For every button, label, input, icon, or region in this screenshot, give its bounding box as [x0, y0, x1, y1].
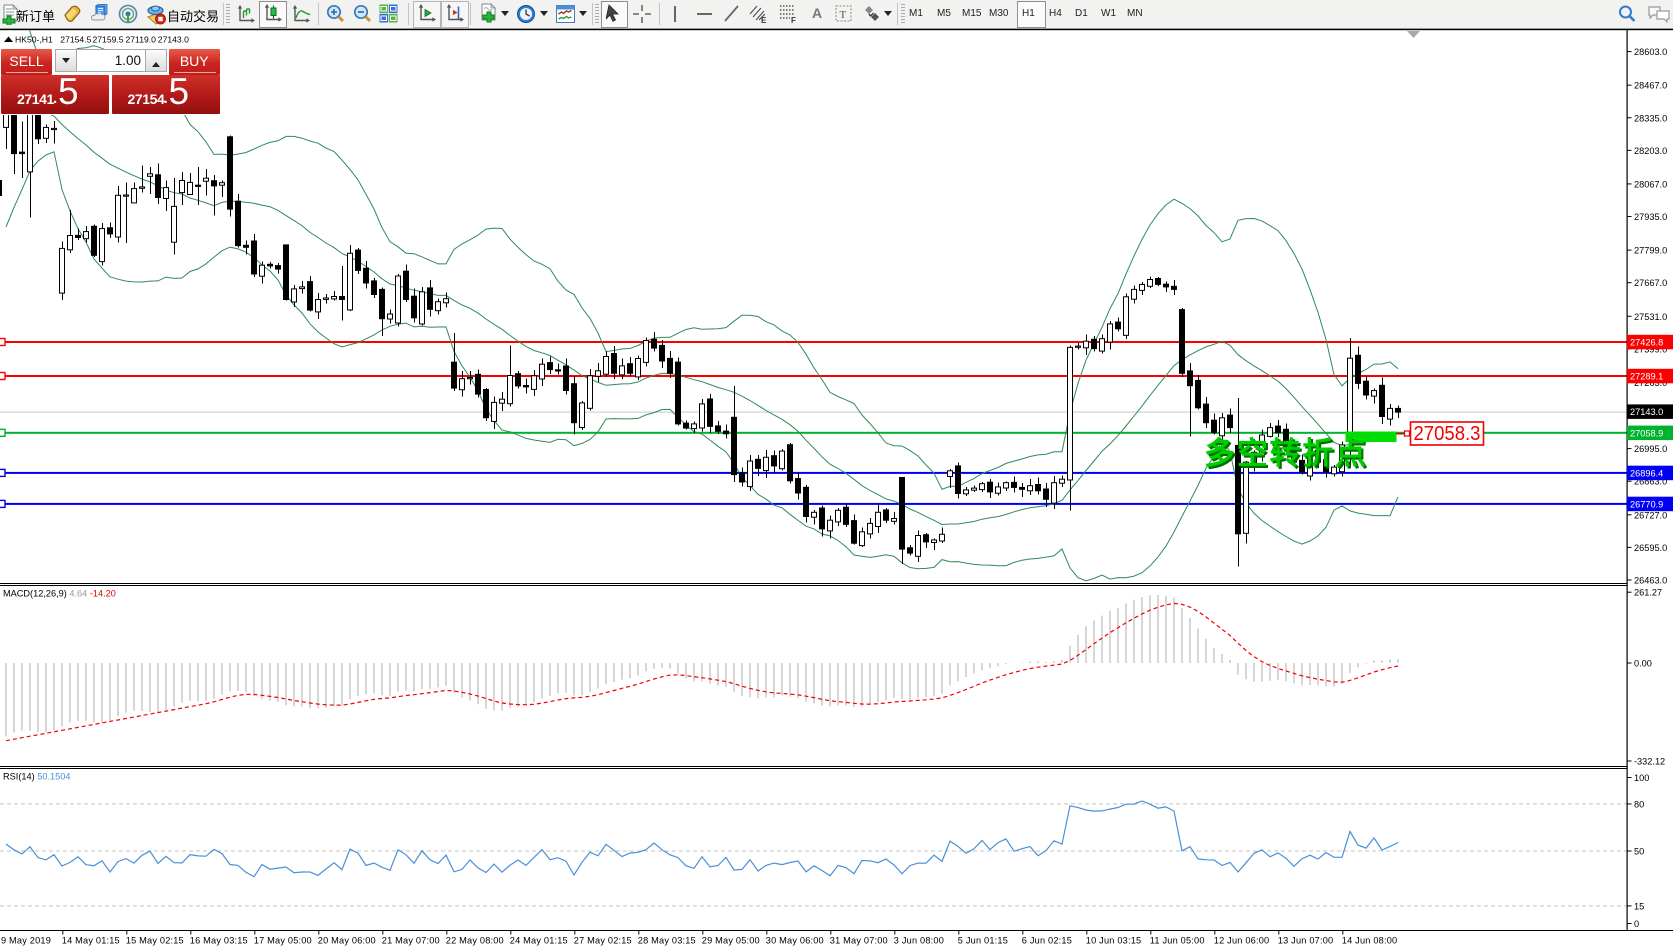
svg-text:28335.0: 28335.0	[1634, 113, 1667, 123]
svg-text:261.27: 261.27	[1634, 588, 1662, 598]
svg-text:100: 100	[1634, 773, 1649, 783]
svg-text:27399.0: 27399.0	[1634, 344, 1667, 354]
svg-text:28603.0: 28603.0	[1634, 47, 1667, 57]
svg-text:29 May 05:00: 29 May 05:00	[702, 936, 760, 946]
svg-text:26595.0: 26595.0	[1634, 543, 1667, 553]
svg-text:10 Jun 03:15: 10 Jun 03:15	[1086, 936, 1142, 946]
svg-text:5 Jun 01:15: 5 Jun 01:15	[958, 936, 1008, 946]
svg-text:28 May 03:15: 28 May 03:15	[638, 936, 696, 946]
svg-text:31 May 07:00: 31 May 07:00	[830, 936, 888, 946]
svg-text:27426.8: 27426.8	[1630, 338, 1663, 348]
svg-text:14 May 01:15: 14 May 01:15	[62, 936, 120, 946]
svg-text:28203.0: 28203.0	[1634, 146, 1667, 156]
svg-text:20 May 06:00: 20 May 06:00	[318, 936, 376, 946]
svg-text:24 May 01:15: 24 May 01:15	[510, 936, 568, 946]
svg-text:15 May 02:15: 15 May 02:15	[126, 936, 184, 946]
svg-text:多空转折点: 多空转折点	[1204, 436, 1366, 471]
svg-text:0.00: 0.00	[1634, 659, 1652, 669]
svg-text:21 May 07:00: 21 May 07:00	[382, 936, 440, 946]
svg-text:MACD(12,26,9) 4.64 -14.20: MACD(12,26,9) 4.64 -14.20	[3, 589, 116, 599]
svg-text:26863.0: 26863.0	[1634, 477, 1667, 487]
svg-text:17 May 05:00: 17 May 05:00	[254, 936, 312, 946]
svg-text:14 Jun 08:00: 14 Jun 08:00	[1342, 936, 1398, 946]
svg-text:26463.0: 26463.0	[1634, 575, 1667, 585]
svg-text:6 Jun 02:15: 6 Jun 02:15	[1022, 936, 1072, 946]
svg-text:26995.0: 26995.0	[1634, 444, 1667, 454]
svg-text:27799.0: 27799.0	[1634, 246, 1667, 256]
svg-text:0: 0	[1634, 919, 1639, 929]
svg-text:27667.0: 27667.0	[1634, 278, 1667, 288]
svg-text:27289.1: 27289.1	[1630, 372, 1663, 382]
svg-text:28067.0: 28067.0	[1634, 179, 1667, 189]
svg-text:22 May 08:00: 22 May 08:00	[446, 936, 504, 946]
svg-text:27935.0: 27935.0	[1634, 212, 1667, 222]
svg-text:15: 15	[1634, 901, 1644, 911]
svg-text:26770.9: 26770.9	[1630, 499, 1663, 509]
svg-text:27058.9: 27058.9	[1630, 428, 1663, 438]
svg-text:26727.0: 26727.0	[1634, 510, 1667, 520]
svg-text:27531.0: 27531.0	[1634, 312, 1667, 322]
svg-text:12 Jun 06:00: 12 Jun 06:00	[1214, 936, 1270, 946]
svg-text:28467.0: 28467.0	[1634, 81, 1667, 91]
svg-text:RSI(14) 50.1504: RSI(14) 50.1504	[3, 772, 70, 782]
svg-text:9 May 2019: 9 May 2019	[1, 936, 51, 946]
svg-text:13 Jun 07:00: 13 Jun 07:00	[1278, 936, 1334, 946]
svg-text:80: 80	[1634, 799, 1644, 809]
svg-text:16 May 03:15: 16 May 03:15	[190, 936, 248, 946]
svg-text:27143.0: 27143.0	[1630, 407, 1663, 417]
svg-text:-332.12: -332.12	[1634, 757, 1665, 767]
svg-text:F: F	[791, 16, 796, 24]
svg-text:T: T	[840, 9, 847, 21]
svg-text:30 May 06:00: 30 May 06:00	[766, 936, 824, 946]
svg-text:E: E	[761, 16, 767, 24]
svg-text:3 Jun 08:00: 3 Jun 08:00	[894, 936, 944, 946]
svg-text:26896.4: 26896.4	[1630, 468, 1663, 478]
svg-text:50: 50	[1634, 847, 1644, 857]
svg-text:27 May 02:15: 27 May 02:15	[574, 936, 632, 946]
svg-text:11 Jun 05:00: 11 Jun 05:00	[1150, 936, 1205, 946]
svg-text:27058.3: 27058.3	[1414, 422, 1481, 445]
